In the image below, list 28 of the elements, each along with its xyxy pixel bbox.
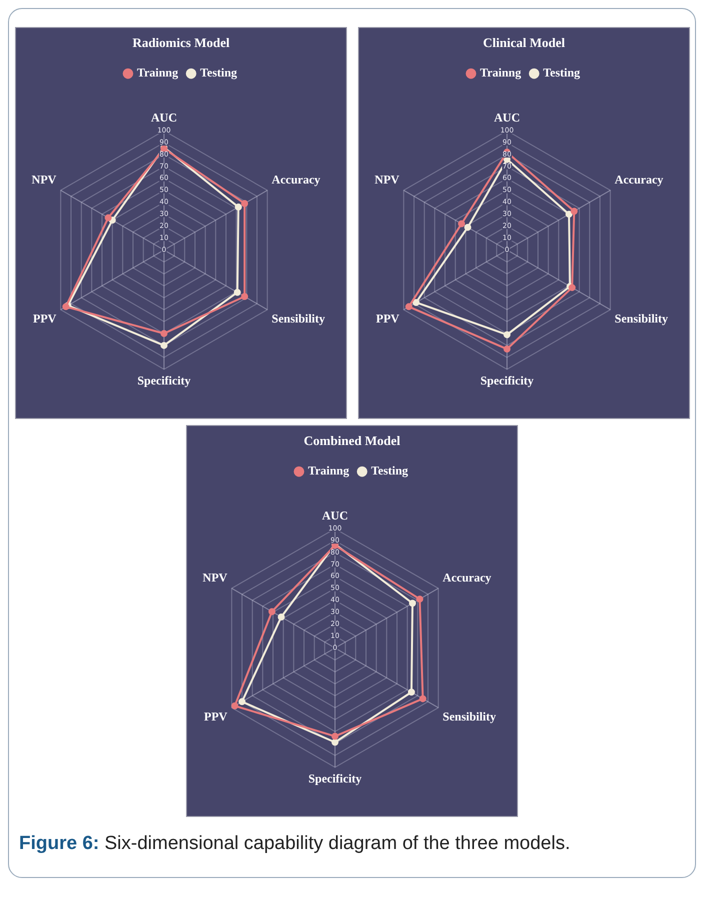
chart-title: Combined Model	[304, 433, 401, 448]
spoke-label: Sensibility	[442, 709, 496, 724]
spoke-label: NPV	[31, 172, 56, 187]
legend-label: Testing	[200, 66, 237, 80]
spoke-label: PPV	[32, 311, 56, 326]
spoke-label: NPV	[202, 570, 228, 585]
spoke-label: Specificity	[308, 772, 362, 786]
legend-label: Testing	[371, 464, 408, 478]
spoke-label: Specificity	[480, 374, 534, 388]
spoke-label: Specificity	[136, 374, 190, 388]
spoke-label: AUC	[494, 110, 520, 125]
chart-title: Clinical Model	[482, 35, 565, 50]
spoke-label: Sensibility	[614, 311, 668, 326]
spoke-label: PPV	[204, 709, 228, 724]
legend-label: Testing	[542, 66, 580, 80]
spoke-label: Sensibility	[271, 311, 325, 326]
spoke-label: Accuracy	[614, 172, 663, 187]
legend-label: Trainng	[308, 464, 350, 478]
spoke-label: AUC	[150, 110, 176, 125]
spoke-label: Accuracy	[271, 172, 320, 187]
chart-title: Radiomics Model	[132, 35, 230, 50]
caption: Figure 6: Six-dimensional capability diagram of the three models.	[19, 833, 570, 854]
spoke-label: AUC	[322, 508, 348, 523]
spoke-label: NPV	[374, 172, 400, 187]
legend-label: Trainng	[479, 66, 521, 80]
spoke-label: PPV	[376, 311, 400, 326]
spoke-label: Accuracy	[442, 570, 492, 585]
legend-label: Trainng	[136, 66, 178, 80]
